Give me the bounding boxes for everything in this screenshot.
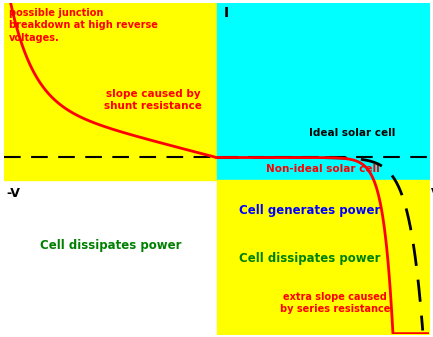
Text: V+: V+ [431, 187, 433, 201]
Text: I: I [224, 6, 229, 20]
Text: -V: -V [6, 187, 20, 201]
Text: extra slope caused
by series resistance: extra slope caused by series resistance [280, 292, 391, 314]
Text: Cell dissipates power: Cell dissipates power [40, 239, 181, 252]
Text: slope caused by
shunt resistance: slope caused by shunt resistance [104, 89, 202, 112]
Text: Non-ideal solar cell: Non-ideal solar cell [266, 163, 379, 174]
Text: Cell dissipates power: Cell dissipates power [239, 252, 381, 265]
Text: Ideal solar cell: Ideal solar cell [309, 128, 395, 138]
Text: Cell generates power: Cell generates power [239, 204, 381, 217]
Text: possible junction
breakdown at high reverse
voltages.: possible junction breakdown at high reve… [9, 8, 158, 42]
